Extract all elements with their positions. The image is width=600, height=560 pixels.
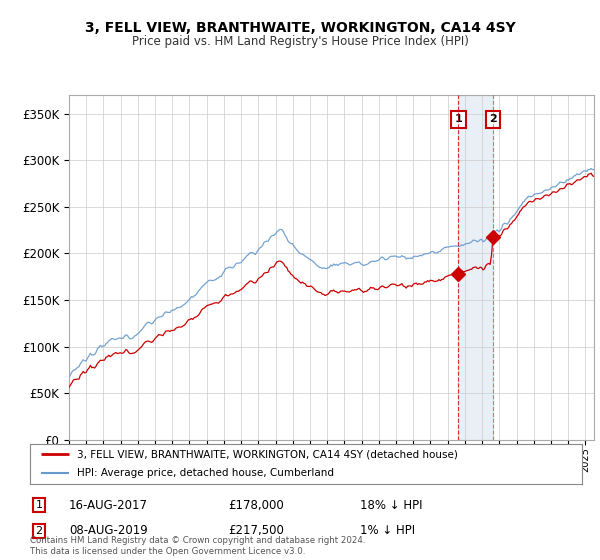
Text: HPI: Average price, detached house, Cumberland: HPI: Average price, detached house, Cumb… bbox=[77, 468, 334, 478]
Text: 1: 1 bbox=[454, 114, 462, 124]
Text: 08-AUG-2019: 08-AUG-2019 bbox=[69, 524, 148, 538]
Text: 3, FELL VIEW, BRANTHWAITE, WORKINGTON, CA14 4SY: 3, FELL VIEW, BRANTHWAITE, WORKINGTON, C… bbox=[85, 21, 515, 35]
Text: 2: 2 bbox=[35, 526, 43, 536]
Text: 2: 2 bbox=[489, 114, 497, 124]
Text: Contains HM Land Registry data © Crown copyright and database right 2024.
This d: Contains HM Land Registry data © Crown c… bbox=[30, 536, 365, 556]
Text: 16-AUG-2017: 16-AUG-2017 bbox=[69, 498, 148, 512]
Text: £178,000: £178,000 bbox=[228, 498, 284, 512]
Text: 1: 1 bbox=[35, 500, 43, 510]
Text: 18% ↓ HPI: 18% ↓ HPI bbox=[360, 498, 422, 512]
Text: 1% ↓ HPI: 1% ↓ HPI bbox=[360, 524, 415, 538]
Bar bbox=[458, 95, 493, 440]
Text: £217,500: £217,500 bbox=[228, 524, 284, 538]
Text: 3, FELL VIEW, BRANTHWAITE, WORKINGTON, CA14 4SY (detached house): 3, FELL VIEW, BRANTHWAITE, WORKINGTON, C… bbox=[77, 449, 458, 459]
Text: Price paid vs. HM Land Registry's House Price Index (HPI): Price paid vs. HM Land Registry's House … bbox=[131, 35, 469, 48]
